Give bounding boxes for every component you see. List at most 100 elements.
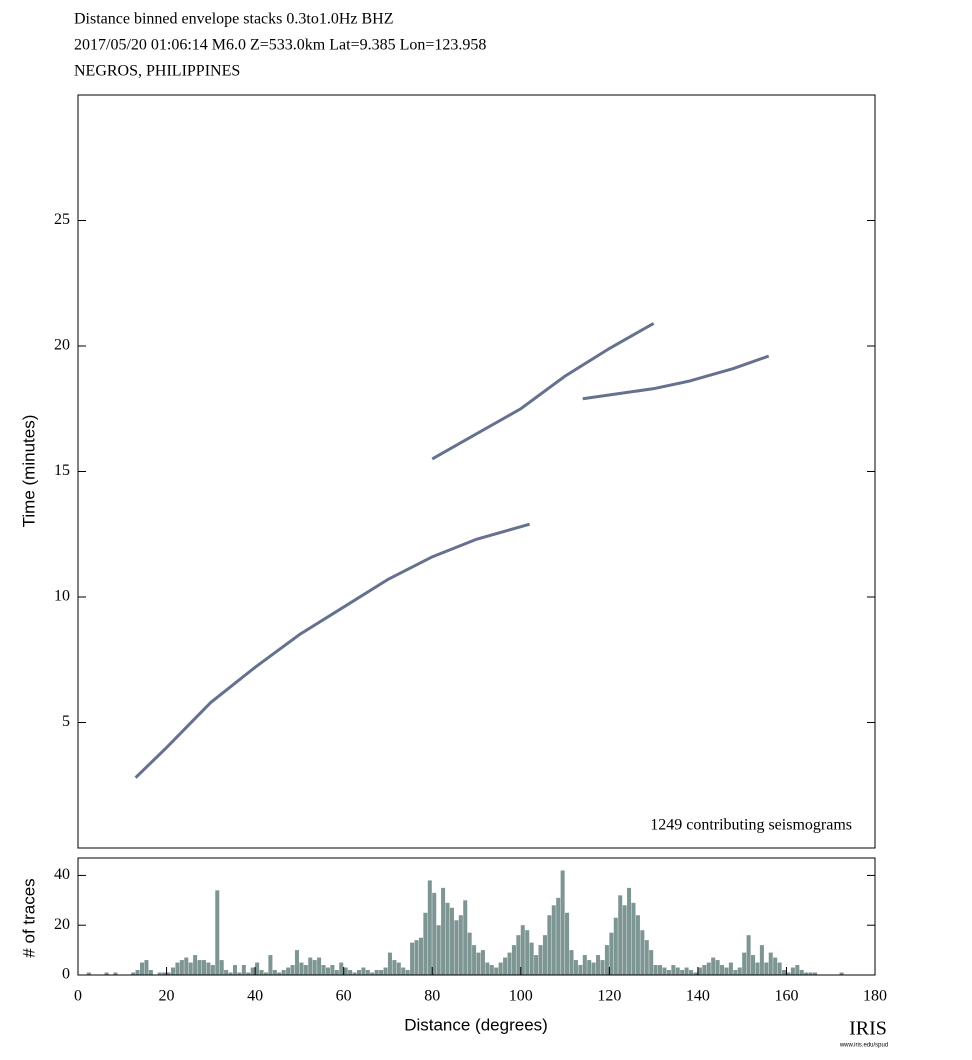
bar: [507, 952, 512, 975]
x-tick-label: 40: [247, 988, 263, 1005]
bar: [365, 970, 370, 975]
annotation-box: [598, 808, 860, 842]
bar: [148, 970, 153, 975]
bar: [773, 957, 778, 975]
bar: [135, 970, 140, 975]
x-axis-label: Distance (degrees): [404, 1015, 548, 1034]
y-axis-label: Time (minutes): [19, 415, 38, 528]
bar: [392, 960, 397, 975]
x-tick-label: 140: [686, 988, 710, 1005]
bar: [697, 967, 702, 975]
bar: [237, 972, 242, 975]
bar: [689, 970, 694, 975]
bar: [525, 930, 530, 975]
bar: [436, 925, 441, 975]
bar: [427, 880, 432, 975]
bar: [308, 957, 313, 975]
bar: [383, 967, 388, 975]
bar: [467, 932, 472, 975]
bar: [587, 960, 592, 975]
bar: [449, 907, 454, 975]
x-tick-label: 120: [597, 988, 621, 1005]
x-tick-label: 60: [336, 988, 352, 1005]
bar: [277, 972, 282, 975]
bar: [724, 967, 729, 975]
bar: [733, 970, 738, 975]
bar: [503, 957, 508, 975]
plot-frame: [77, 857, 876, 976]
y-tick-label: 25: [54, 211, 70, 228]
bar: [86, 972, 91, 975]
bar: [751, 955, 756, 975]
bar: [197, 960, 202, 975]
bar: [498, 962, 503, 975]
bar: [582, 955, 587, 975]
bar: [255, 962, 260, 975]
bar: [680, 970, 685, 975]
bar: [666, 970, 671, 975]
bar: [618, 895, 623, 975]
bar: [640, 930, 645, 975]
bar: [813, 972, 818, 975]
bar: [432, 892, 437, 975]
bar: [370, 972, 375, 975]
y-axis-label: # of traces: [19, 878, 38, 957]
phase-curve: [431, 322, 655, 461]
bar: [104, 972, 109, 975]
bar: [737, 967, 742, 975]
x-tick-label: 0: [74, 988, 82, 1005]
bar: [702, 965, 707, 975]
bar: [241, 965, 246, 975]
bar: [658, 965, 663, 975]
bar: [445, 902, 450, 975]
x-tick-label: 160: [774, 988, 798, 1005]
bar: [489, 965, 494, 975]
bar: [511, 945, 516, 975]
bar: [538, 945, 543, 975]
bar: [755, 962, 760, 975]
phase-curve: [582, 354, 770, 401]
bar: [352, 972, 357, 975]
bar: [635, 915, 640, 975]
logo-url: www.iris.edu/spud: [839, 1043, 888, 1049]
bar: [414, 940, 419, 975]
bar: [139, 962, 145, 975]
bar: [556, 897, 561, 975]
bar: [418, 937, 423, 975]
bar: [179, 960, 184, 975]
bar: [232, 965, 237, 975]
x-tick-label: 100: [509, 988, 533, 1005]
bar: [480, 950, 485, 975]
bar: [786, 972, 791, 975]
bar: [777, 962, 782, 975]
annotation: 1249 contributing seismograms: [650, 817, 852, 834]
bar: [348, 970, 353, 975]
bar: [662, 967, 667, 975]
bar: [299, 962, 304, 975]
bar: [622, 905, 627, 975]
bar: [534, 955, 539, 975]
bar: [790, 967, 795, 975]
y-tick-label: 20: [54, 337, 70, 354]
title-line: 2017/05/20 01:06:14 M6.0 Z=533.0km Lat=9…: [74, 37, 486, 54]
bar: [144, 960, 149, 975]
bar: [246, 972, 251, 975]
bar: [210, 965, 215, 975]
y-tick-label: 15: [54, 462, 70, 479]
bar: [476, 952, 481, 975]
y-tick-label: 10: [54, 588, 70, 605]
bar: [379, 970, 384, 975]
bar: [547, 915, 552, 975]
bar: [578, 965, 583, 975]
bar: [613, 917, 618, 975]
phase-curve: [134, 522, 531, 779]
bar: [268, 955, 273, 975]
bar: [334, 970, 339, 975]
bar: [356, 970, 361, 975]
x-tick-label: 20: [159, 988, 175, 1005]
bar: [219, 960, 224, 975]
bar: [609, 932, 614, 975]
bar: [317, 957, 322, 975]
bar: [627, 887, 632, 975]
